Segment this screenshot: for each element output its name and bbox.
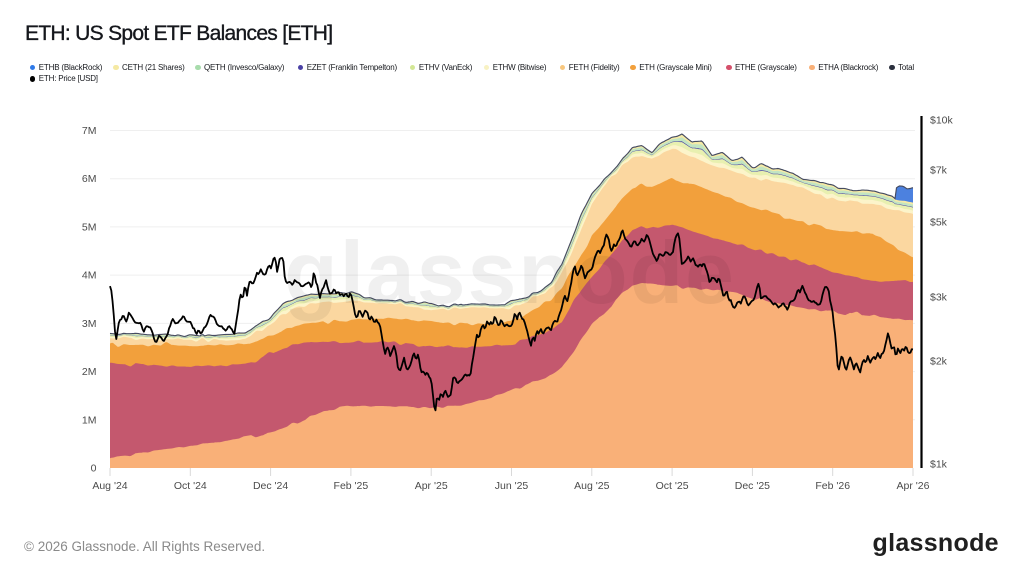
svg-text:Feb '25: Feb '25 [334, 480, 369, 492]
svg-text:$2k: $2k [930, 356, 948, 368]
svg-text:$10k: $10k [930, 115, 954, 127]
svg-text:5M: 5M [82, 221, 97, 233]
svg-text:glassnode: glassnode [284, 223, 733, 322]
svg-text:$1k: $1k [930, 459, 948, 471]
svg-text:Dec '25: Dec '25 [735, 480, 770, 492]
svg-text:1M: 1M [82, 414, 97, 426]
svg-text:4M: 4M [82, 270, 97, 282]
svg-text:$7k: $7k [930, 165, 948, 177]
svg-text:Oct '25: Oct '25 [656, 480, 689, 492]
svg-text:6M: 6M [82, 173, 97, 185]
svg-text:Apr '25: Apr '25 [415, 480, 448, 492]
svg-text:0: 0 [91, 463, 97, 475]
svg-text:2M: 2M [82, 366, 97, 378]
svg-text:Jun '25: Jun '25 [495, 480, 529, 492]
svg-text:Aug '25: Aug '25 [574, 480, 609, 492]
svg-text:Feb '26: Feb '26 [815, 480, 850, 492]
svg-text:7M: 7M [82, 125, 97, 137]
svg-text:Oct '24: Oct '24 [174, 480, 207, 492]
svg-text:$3k: $3k [930, 292, 948, 304]
svg-text:Apr '26: Apr '26 [897, 480, 930, 492]
svg-text:3M: 3M [82, 318, 97, 330]
svg-text:Dec '24: Dec '24 [253, 480, 288, 492]
svg-text:Aug '24: Aug '24 [92, 480, 127, 492]
svg-text:$5k: $5k [930, 217, 948, 229]
